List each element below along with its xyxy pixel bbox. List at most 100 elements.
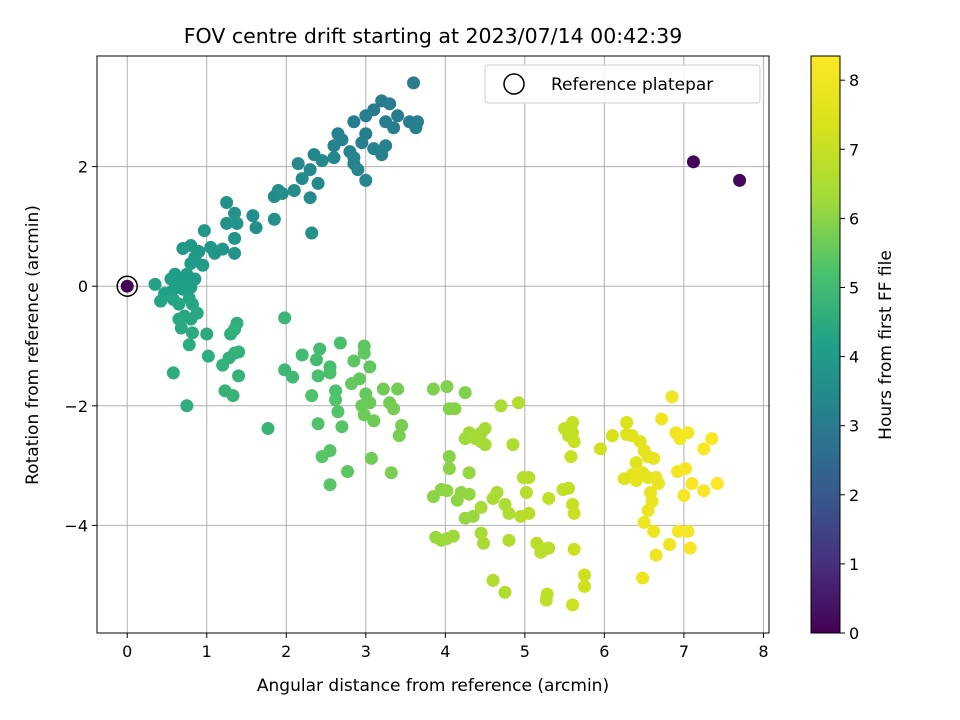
- data-point: [681, 426, 695, 440]
- x-tick-label: 3: [361, 642, 371, 661]
- data-point: [305, 389, 319, 403]
- data-point: [462, 466, 476, 480]
- data-point: [359, 109, 373, 123]
- data-point: [542, 541, 556, 555]
- data-point: [311, 417, 325, 431]
- data-point: [311, 369, 325, 383]
- plot-frame: [96, 55, 770, 634]
- data-point: [629, 474, 643, 488]
- data-point: [395, 419, 409, 433]
- data-point: [166, 366, 180, 380]
- data-point: [577, 568, 591, 582]
- data-point: [275, 187, 289, 201]
- data-point: [665, 390, 679, 404]
- data-point: [605, 429, 619, 443]
- legend-box: [484, 64, 761, 104]
- data-point: [522, 471, 536, 485]
- colorbar-ticks: 0 1 2 3 4 5 6 7 8: [840, 71, 859, 643]
- data-point: [228, 231, 242, 245]
- data-point: [681, 524, 695, 538]
- data-point: [315, 450, 329, 464]
- data-point: [351, 163, 365, 177]
- data-point: [287, 184, 301, 198]
- data-point: [705, 432, 719, 446]
- data-point: [333, 336, 347, 350]
- colorbar: [810, 55, 841, 634]
- data-point: [733, 173, 747, 187]
- data-point: [566, 416, 580, 430]
- data-point: [519, 485, 533, 499]
- data-point: [327, 139, 341, 153]
- data-point: [228, 246, 242, 260]
- data-point: [201, 349, 215, 363]
- data-point: [230, 216, 244, 230]
- data-point: [647, 524, 661, 538]
- data-point: [204, 240, 218, 254]
- data-point: [685, 477, 699, 491]
- data-point: [216, 358, 230, 372]
- legend: Reference platepar: [484, 64, 761, 104]
- data-point: [641, 503, 655, 517]
- data-point: [440, 380, 454, 394]
- data-point: [347, 115, 361, 129]
- data-point: [446, 529, 460, 543]
- data-point: [267, 212, 281, 226]
- x-axis-title: Angular distance from reference (arcmin): [257, 676, 609, 696]
- reference-point-ring: [116, 275, 138, 297]
- data-point: [478, 438, 492, 452]
- data-point: [363, 360, 377, 374]
- data-point: [498, 585, 512, 599]
- y-axis-ticks: −4 −2 0 2: [64, 158, 97, 535]
- data-point: [295, 348, 309, 362]
- data-point: [678, 462, 692, 476]
- data-point: [387, 121, 401, 135]
- data-point: [494, 399, 508, 413]
- data-point: [448, 402, 462, 416]
- colorbar-tick-label: 8: [849, 71, 859, 90]
- data-point: [196, 258, 210, 272]
- data-point: [376, 382, 390, 396]
- data-point: [391, 382, 405, 396]
- data-point: [567, 435, 581, 449]
- data-point: [387, 402, 401, 416]
- data-point: [182, 338, 196, 352]
- data-point: [303, 191, 317, 205]
- data-point: [329, 384, 343, 398]
- data-point: [440, 484, 454, 498]
- data-point: [384, 466, 398, 480]
- data-point: [197, 224, 211, 238]
- data-point: [410, 115, 424, 129]
- data-point: [174, 321, 188, 335]
- data-point: [474, 526, 488, 540]
- data-points: [120, 76, 747, 612]
- data-point: [462, 487, 476, 501]
- data-point: [220, 195, 234, 209]
- data-point: [697, 484, 711, 498]
- data-point: [474, 500, 488, 514]
- colorbar-tick-label: 4: [849, 348, 859, 367]
- data-point: [200, 327, 214, 341]
- data-point: [649, 548, 663, 562]
- data-point: [331, 405, 345, 419]
- data-point: [697, 442, 711, 456]
- x-tick-label: 7: [679, 642, 689, 661]
- data-point: [352, 372, 366, 386]
- colorbar-tick-label: 1: [849, 555, 859, 574]
- grid-lines: [97, 56, 769, 633]
- data-point: [651, 477, 665, 491]
- data-point: [522, 506, 536, 520]
- data-point: [506, 438, 520, 452]
- x-tick-label: 8: [758, 642, 768, 661]
- colorbar-tick-label: 7: [849, 140, 859, 159]
- data-point: [313, 342, 327, 356]
- data-point: [379, 139, 393, 153]
- data-point: [478, 422, 492, 436]
- data-point: [458, 386, 472, 400]
- data-point: [567, 506, 581, 520]
- colorbar-tick-label: 2: [849, 486, 859, 505]
- data-point: [335, 420, 349, 434]
- data-point: [327, 151, 341, 165]
- data-point: [683, 541, 697, 555]
- data-point: [392, 429, 406, 443]
- data-point: [364, 451, 378, 465]
